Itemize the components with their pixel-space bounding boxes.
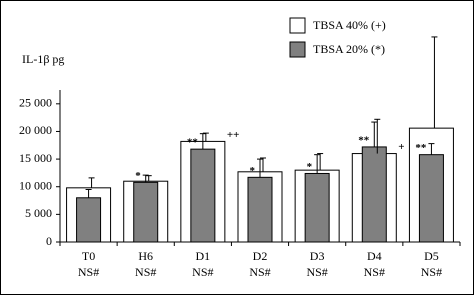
x-tick-label: T0	[82, 249, 95, 263]
y-tick-label: 25 000	[19, 96, 52, 110]
bar	[418, 154, 444, 243]
significance-label: *	[135, 170, 141, 182]
significance-label: *	[250, 165, 256, 177]
bar	[361, 146, 387, 243]
y-tick-label: 5 000	[25, 206, 52, 220]
x-sublabel: NS#	[135, 265, 156, 279]
x-tick-label: D3	[310, 249, 325, 263]
bar	[247, 176, 273, 243]
significance-label: **	[358, 134, 370, 146]
x-tick-label: D4	[367, 249, 382, 263]
x-sublabel: NS#	[249, 265, 270, 279]
y-axis-label: IL-1β pg	[22, 52, 64, 66]
significance-label: **	[187, 137, 199, 149]
bar	[76, 197, 102, 243]
y-tick-label: 15 000	[19, 151, 52, 165]
x-tick-label: D1	[196, 249, 211, 263]
significance-label: +	[398, 141, 404, 153]
bar	[133, 181, 159, 243]
legend-swatch	[289, 41, 306, 58]
y-tick-label: 0	[46, 234, 52, 248]
x-sublabel: NS#	[78, 265, 99, 279]
significance-label: **	[415, 142, 427, 154]
legend-label: TBSA 20% (*)	[313, 42, 385, 56]
x-sublabel: NS#	[192, 265, 213, 279]
legend-swatch	[289, 17, 306, 34]
x-tick-label: D2	[253, 249, 268, 263]
significance-label: ++	[227, 129, 240, 141]
x-sublabel: NS#	[306, 265, 327, 279]
x-tick-label: D5	[424, 249, 439, 263]
significance-label: *	[307, 161, 313, 173]
x-sublabel: NS#	[364, 265, 385, 279]
bar	[304, 172, 330, 243]
x-tick-label: H6	[138, 249, 153, 263]
y-tick-label: 10 000	[19, 178, 52, 192]
y-tick-label: 20 000	[19, 123, 52, 137]
x-sublabel: NS#	[421, 265, 442, 279]
bar	[190, 148, 216, 243]
legend-label: TBSA 40% (+)	[313, 18, 386, 32]
